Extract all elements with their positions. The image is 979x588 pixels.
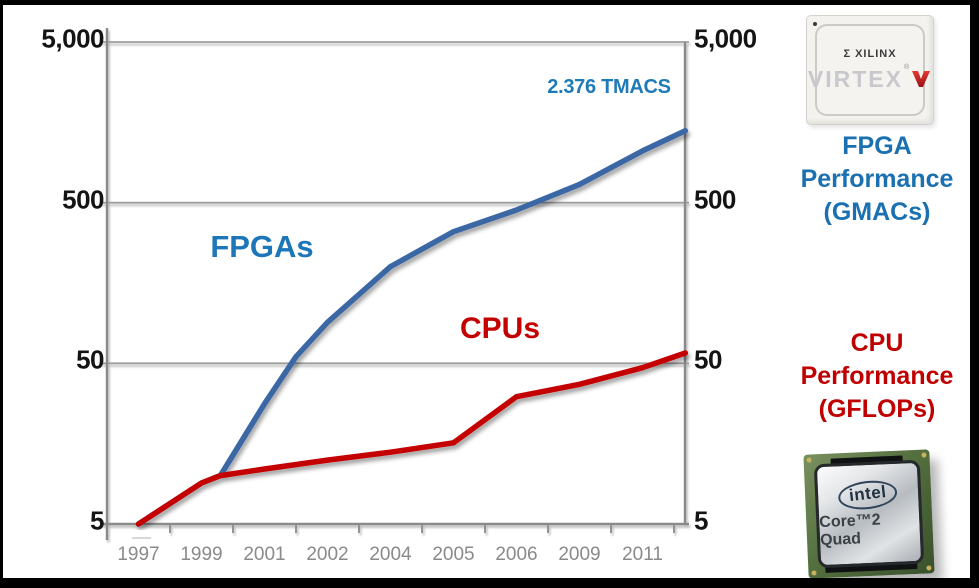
chip-corner-pin — [921, 452, 927, 458]
fpga-performance-caption: FPGA Performance (GMACs) — [750, 130, 979, 229]
axis-artifact-patch — [132, 530, 151, 539]
y-axis-label-left: 5 — [90, 505, 104, 536]
y-axis-label-right: 5,000 — [694, 23, 757, 54]
x-axis-year-label: 2002 — [306, 544, 349, 565]
x-axis-year-label: 2011 — [622, 544, 663, 565]
xilinx-brand-text: Σ XILINX — [843, 47, 897, 60]
virtex-product-text: VIRTEX — [807, 65, 903, 92]
registered-mark: ® — [903, 63, 910, 71]
x-axis-year-label: 2005 — [432, 544, 475, 565]
x-axis-year-label: 2009 — [558, 544, 601, 565]
intel-logo-oval: intel — [837, 477, 900, 512]
y-axis-label-right: 500 — [694, 184, 736, 215]
fpga-caption-line1: FPGA — [842, 132, 912, 160]
y-axis-label-right: 50 — [694, 344, 722, 375]
chip-pin1-dot — [813, 22, 817, 26]
cpu-caption-line3: (GFLOPs) — [818, 395, 936, 423]
xilinx-virtex-chip-image: Σ XILINX VIRTEX ® — [806, 15, 934, 125]
core2quad-text: Core™2 Quad — [818, 511, 881, 549]
chip-corner-pin — [806, 457, 812, 463]
intel-logo-text: intel — [848, 481, 888, 505]
tmacs-annotation: 2.376 TMACS — [547, 76, 671, 98]
y-axis-label-left: 5,000 — [41, 23, 104, 54]
chip-corner-pin — [926, 565, 932, 571]
cpus-series-label: CPUs — [459, 312, 541, 345]
x-axis-year-label: 2001 — [243, 544, 286, 565]
cpu-performance-caption: CPU Performance (GFLOPs) — [750, 327, 979, 426]
y-axis-label-left: 50 — [76, 344, 104, 375]
y-axis-label-right: 5 — [694, 505, 708, 536]
y-axis-label-left: 500 — [62, 184, 104, 215]
x-axis-year-label: 2006 — [495, 544, 538, 565]
virtex-red-v-icon — [912, 70, 931, 87]
heatspreader: intel Core™2 Quad — [813, 459, 925, 569]
x-axis-year-label: 1997 — [117, 544, 160, 565]
cpu-caption-line2: Performance — [800, 362, 954, 390]
x-axis-year-label: 2004 — [369, 544, 412, 565]
x-axis-year-label: 1999 — [180, 544, 223, 565]
chip-corner-pin — [811, 570, 817, 576]
fpga-caption-line2: Performance — [800, 165, 954, 193]
virtex-package-inner: Σ XILINX VIRTEX ® — [808, 24, 931, 116]
virtex-name-row: VIRTEX ® — [807, 63, 932, 93]
intel-core2quad-chip-image: intel Core™2 Quad — [803, 449, 935, 579]
cpu-caption-line1: CPU — [850, 329, 904, 357]
fpgas-series-label: FPGAs — [210, 229, 314, 264]
fpga-caption-line3: (GMACs) — [823, 198, 931, 226]
